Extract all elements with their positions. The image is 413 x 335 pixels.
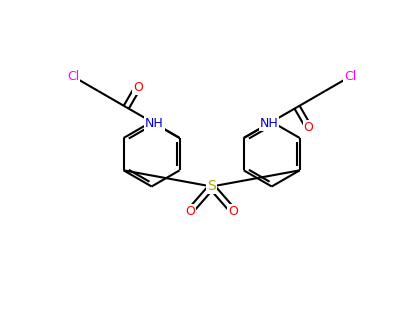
- Text: NH: NH: [145, 117, 164, 130]
- Text: NH: NH: [260, 117, 278, 130]
- Text: O: O: [304, 121, 313, 134]
- Text: Cl: Cl: [67, 70, 79, 83]
- Text: Cl: Cl: [344, 70, 356, 83]
- Text: O: O: [228, 205, 238, 218]
- Text: S: S: [207, 180, 216, 194]
- Text: O: O: [185, 205, 195, 218]
- Text: O: O: [133, 81, 143, 94]
